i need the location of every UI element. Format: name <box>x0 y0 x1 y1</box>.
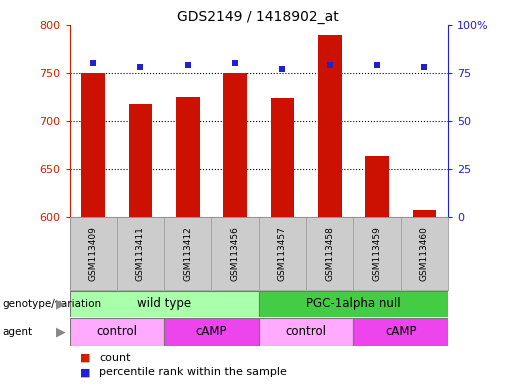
Text: ▶: ▶ <box>56 297 65 310</box>
Bar <box>176 97 200 217</box>
Bar <box>353 217 401 290</box>
Text: genotype/variation: genotype/variation <box>3 299 101 309</box>
Point <box>373 62 381 68</box>
Text: ▶: ▶ <box>56 325 65 338</box>
Text: GSM113457: GSM113457 <box>278 226 287 281</box>
Bar <box>259 217 306 290</box>
Text: GSM113456: GSM113456 <box>231 226 239 281</box>
Bar <box>70 217 117 290</box>
Point <box>89 60 97 66</box>
Bar <box>129 104 152 217</box>
Bar <box>318 35 341 217</box>
Point <box>184 62 192 68</box>
Text: cAMP: cAMP <box>196 325 227 338</box>
Bar <box>365 157 389 217</box>
Text: percentile rank within the sample: percentile rank within the sample <box>99 367 287 377</box>
Text: control: control <box>96 325 138 338</box>
Bar <box>270 98 294 217</box>
Bar <box>259 291 448 317</box>
Bar <box>164 217 212 290</box>
Text: GSM113411: GSM113411 <box>136 226 145 281</box>
Bar <box>224 73 247 217</box>
Bar <box>413 210 436 217</box>
Text: ■: ■ <box>80 353 90 363</box>
Bar <box>81 73 105 217</box>
Bar <box>353 318 448 346</box>
Text: GSM113458: GSM113458 <box>325 226 334 281</box>
Bar <box>259 318 353 346</box>
Bar <box>70 318 164 346</box>
Point <box>325 62 334 68</box>
Point <box>420 64 428 70</box>
Bar <box>70 291 259 317</box>
Text: control: control <box>286 325 327 338</box>
Text: wild type: wild type <box>137 297 191 310</box>
Bar <box>117 217 164 290</box>
Text: GSM113460: GSM113460 <box>420 226 429 281</box>
Text: cAMP: cAMP <box>385 325 417 338</box>
Text: GSM113409: GSM113409 <box>89 226 98 281</box>
Point <box>231 60 239 66</box>
Point <box>136 64 145 70</box>
Bar <box>306 217 353 290</box>
Text: GDS2149 / 1418902_at: GDS2149 / 1418902_at <box>177 10 338 23</box>
Text: GSM113459: GSM113459 <box>372 226 382 281</box>
Text: ■: ■ <box>80 367 90 377</box>
Text: GSM113412: GSM113412 <box>183 226 192 281</box>
Point <box>278 66 286 72</box>
Bar <box>164 318 259 346</box>
Bar <box>212 217 259 290</box>
Text: agent: agent <box>3 326 32 337</box>
Text: count: count <box>99 353 131 363</box>
Bar <box>401 217 448 290</box>
Text: PGC-1alpha null: PGC-1alpha null <box>306 297 401 310</box>
